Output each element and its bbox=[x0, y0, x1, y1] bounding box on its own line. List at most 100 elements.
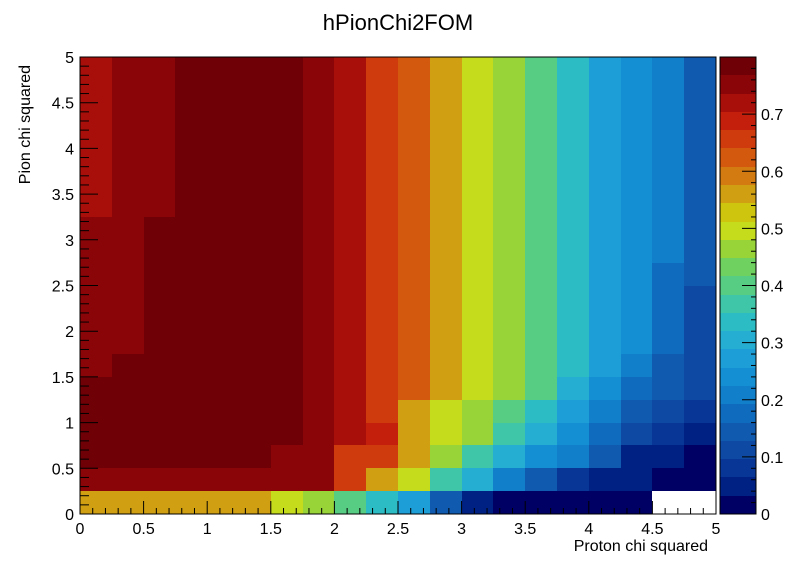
heatmap-cell bbox=[366, 103, 398, 126]
heatmap-cell bbox=[462, 240, 493, 263]
x-tick-label: 3.5 bbox=[514, 521, 536, 538]
heatmap-cell bbox=[557, 263, 589, 286]
heatmap-cell bbox=[430, 286, 462, 308]
heatmap-cell bbox=[271, 308, 303, 331]
heatmap-cell bbox=[334, 217, 366, 240]
heatmap-cell bbox=[207, 423, 239, 445]
heatmap-cell bbox=[112, 240, 144, 263]
heatmap-cell bbox=[175, 103, 207, 126]
chart-title: hPionChi2FOM bbox=[323, 10, 473, 35]
y-tick-label: 2.5 bbox=[52, 279, 74, 296]
heatmap-cell bbox=[621, 423, 652, 445]
heatmap-cell bbox=[175, 308, 207, 331]
heatmap-cell bbox=[525, 286, 557, 308]
heatmap-cell bbox=[462, 80, 493, 103]
heatmap-cell bbox=[239, 491, 271, 514]
heatmap-cell bbox=[621, 126, 652, 148]
heatmap-cell bbox=[557, 423, 589, 445]
heatmap-cell bbox=[589, 171, 621, 194]
heatmap-cell bbox=[271, 263, 303, 286]
heatmap-cell bbox=[207, 354, 239, 377]
heatmap-cell bbox=[621, 171, 652, 194]
palette-tick-label: 0.7 bbox=[761, 107, 783, 124]
heatmap-cell bbox=[557, 240, 589, 263]
heatmap-cell bbox=[652, 286, 684, 308]
heatmap-cell bbox=[80, 491, 112, 514]
heatmap-cell bbox=[652, 217, 684, 240]
heatmap-cell bbox=[366, 331, 398, 354]
heatmap-cell bbox=[334, 400, 366, 423]
heatmap-cell bbox=[207, 126, 239, 148]
heatmap-cell bbox=[621, 217, 652, 240]
heatmap-cell bbox=[589, 354, 621, 377]
heatmap-cell bbox=[589, 126, 621, 148]
heatmap-cell bbox=[652, 331, 684, 354]
heatmap-cell bbox=[589, 80, 621, 103]
heatmap-cell bbox=[398, 400, 430, 423]
heatmap-cell bbox=[398, 80, 430, 103]
heatmap-cell bbox=[493, 57, 525, 80]
heatmap-cell bbox=[557, 331, 589, 354]
x-tick-label: 0.5 bbox=[132, 521, 154, 538]
heatmap-cell bbox=[144, 400, 175, 423]
heatmap-cell bbox=[557, 400, 589, 423]
heatmap-cell bbox=[430, 103, 462, 126]
heatmap-cell bbox=[462, 217, 493, 240]
heatmap-cell bbox=[684, 148, 716, 171]
heatmap-cell bbox=[80, 103, 112, 126]
heatmap-cell bbox=[112, 57, 144, 80]
heatmap-cell bbox=[207, 331, 239, 354]
heatmap-cell bbox=[398, 103, 430, 126]
heatmap-cell bbox=[493, 423, 525, 445]
palette-level bbox=[720, 185, 756, 203]
heatmap-cell bbox=[652, 468, 684, 491]
heatmap-cell bbox=[239, 194, 271, 217]
heatmap-cell bbox=[207, 468, 239, 491]
heatmap-cell bbox=[175, 126, 207, 148]
heatmap-cell bbox=[175, 80, 207, 103]
heatmap-cell bbox=[589, 377, 621, 400]
heatmap-cell bbox=[144, 308, 175, 331]
heatmap-cell bbox=[207, 80, 239, 103]
heatmap-cell bbox=[112, 377, 144, 400]
heatmap-cell bbox=[334, 491, 366, 514]
palette-level bbox=[720, 203, 756, 222]
heatmap-cell bbox=[207, 286, 239, 308]
heatmap-cell bbox=[175, 423, 207, 445]
heatmap-cell bbox=[493, 400, 525, 423]
palette-tick-label: 0.4 bbox=[761, 279, 783, 296]
heatmap-cell bbox=[366, 423, 398, 445]
heatmap-cells bbox=[80, 57, 716, 514]
heatmap-cell bbox=[207, 148, 239, 171]
heatmap-cell bbox=[175, 377, 207, 400]
x-tick-label: 1 bbox=[203, 521, 212, 538]
heatmap-cell bbox=[652, 148, 684, 171]
heatmap-cell bbox=[112, 354, 144, 377]
heatmap-cell bbox=[430, 240, 462, 263]
heatmap-cell bbox=[398, 468, 430, 491]
heatmap-cell bbox=[462, 148, 493, 171]
x-tick-label: 4 bbox=[584, 521, 593, 538]
heatmap-cell bbox=[684, 423, 716, 445]
heatmap-cell bbox=[112, 308, 144, 331]
heatmap-cell bbox=[80, 445, 112, 468]
heatmap-cell bbox=[303, 400, 334, 423]
heatmap-cell bbox=[621, 286, 652, 308]
heatmap-cell bbox=[398, 126, 430, 148]
heatmap-cell bbox=[621, 354, 652, 377]
palette-level bbox=[720, 75, 756, 94]
heatmap-cell bbox=[207, 217, 239, 240]
heatmap-cell bbox=[144, 445, 175, 468]
heatmap-cell bbox=[303, 57, 334, 80]
heatmap-cell bbox=[271, 57, 303, 80]
heatmap-cell bbox=[366, 308, 398, 331]
heatmap-cell bbox=[589, 240, 621, 263]
heatmap-cell bbox=[334, 286, 366, 308]
heatmap-cell bbox=[462, 331, 493, 354]
heatmap-cell bbox=[239, 445, 271, 468]
heatmap-cell bbox=[271, 331, 303, 354]
heatmap-cell bbox=[493, 491, 525, 514]
heatmap-cell bbox=[621, 445, 652, 468]
heatmap-cell bbox=[144, 240, 175, 263]
heatmap-cell bbox=[493, 80, 525, 103]
